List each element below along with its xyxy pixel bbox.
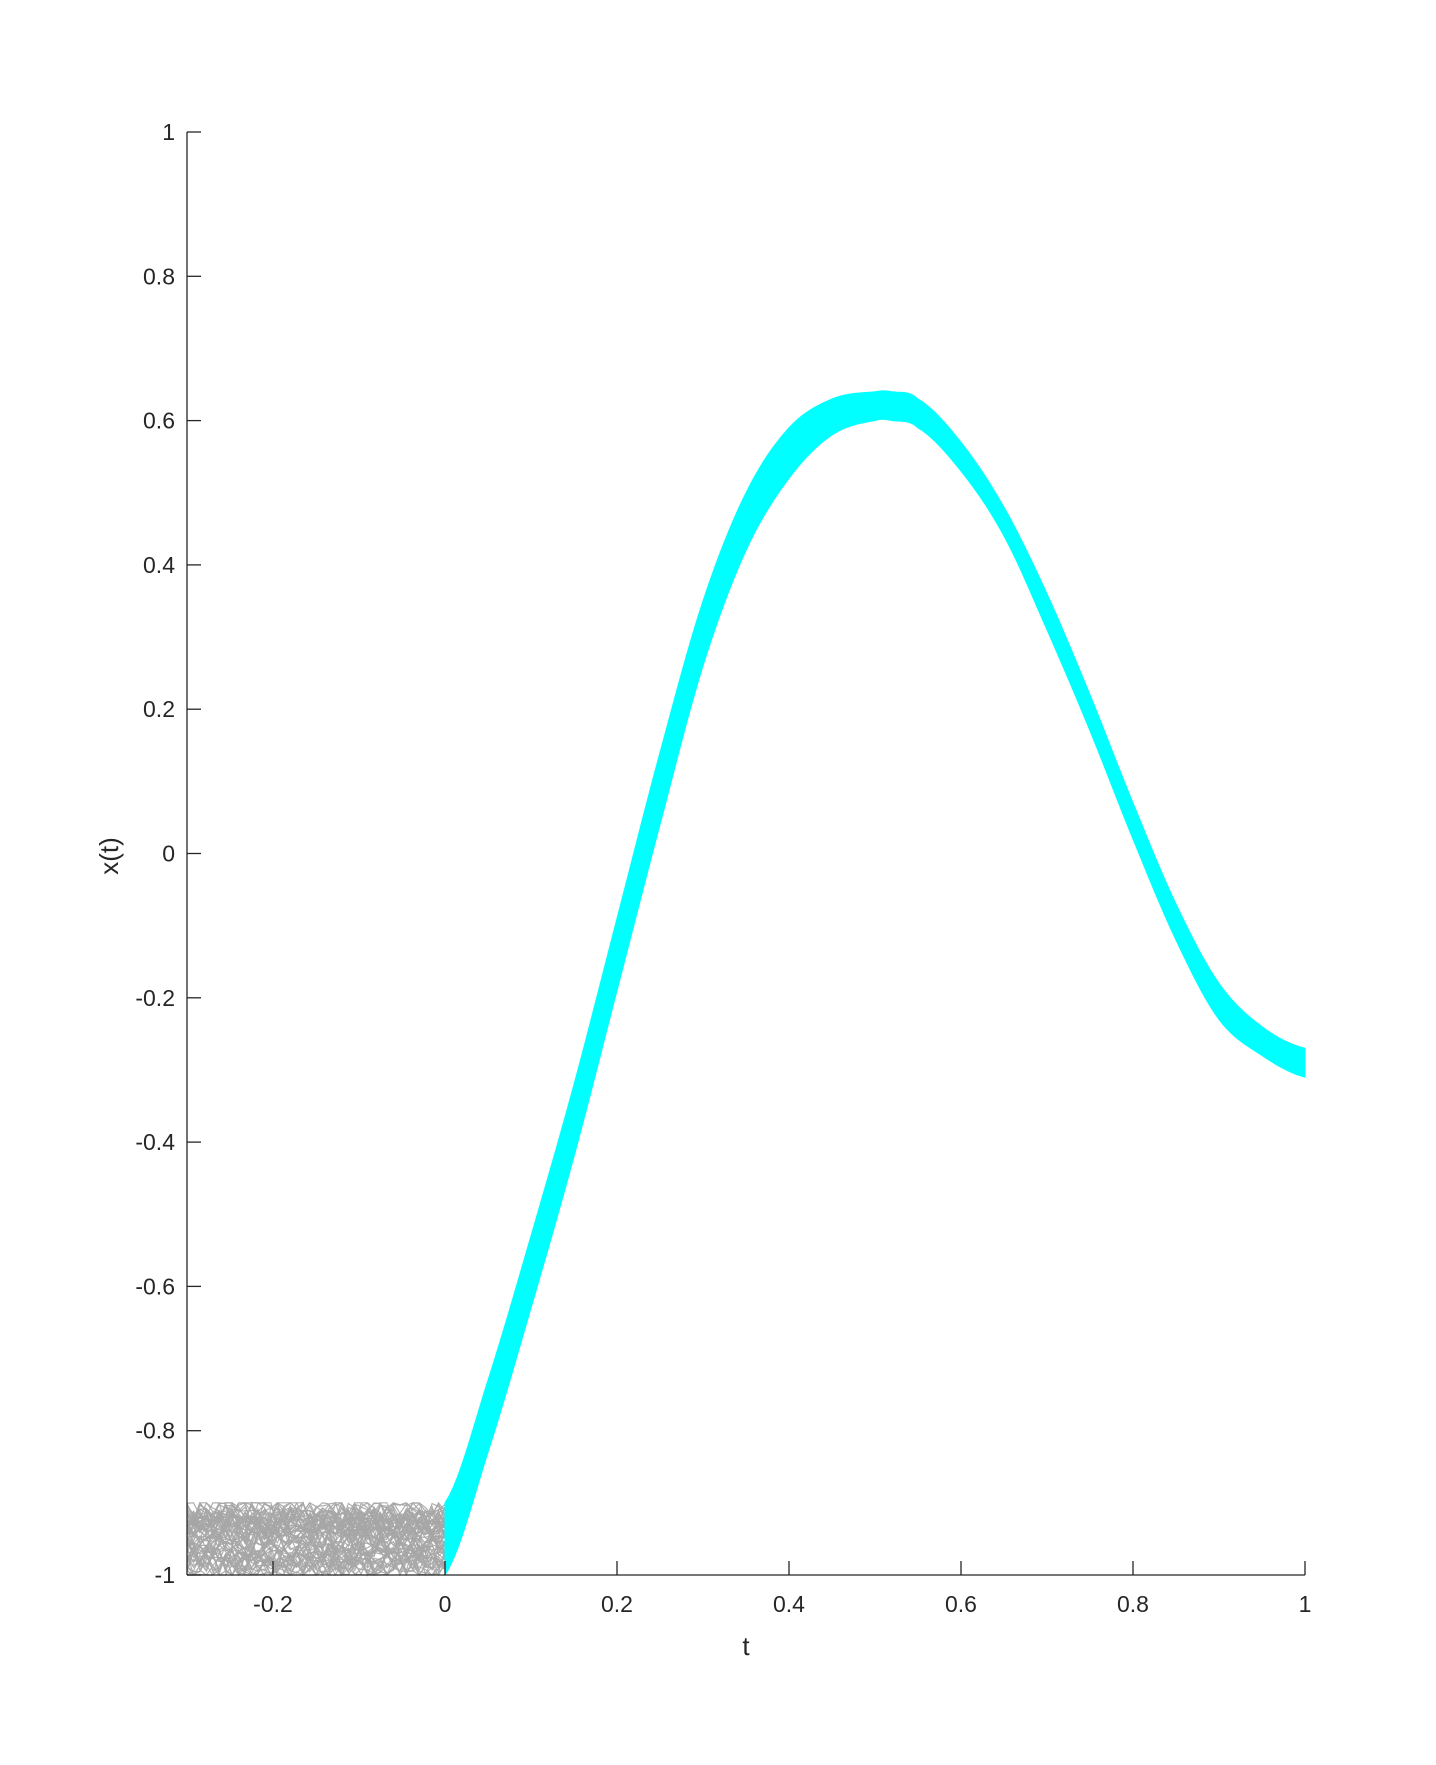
y-tick-label: -1 [155,1562,175,1588]
x-tick-label: 0.6 [945,1591,977,1617]
x-tick-label: 0.8 [1117,1591,1149,1617]
x-tick-label: 0.2 [601,1591,633,1617]
y-tick-label: -0.6 [135,1273,175,1299]
x-tick-label: 0 [439,1591,452,1617]
x-tick-label: -0.2 [253,1591,293,1617]
solution-band [444,390,1306,1577]
y-tick-label: 0.4 [143,552,175,578]
axes: -1 -0.8 -0.6 -0.4 -0.2 0 0.2 0.4 0.6 0.8 1 -0.2 0 0.2… [135,119,1311,1617]
history-trajectory [186,1501,446,1528]
x-tick-label: 0.4 [773,1591,805,1617]
x-tick-label: 1 [1299,1591,1312,1617]
history-trajectory [186,1513,446,1541]
y-tick-label: 1 [162,119,175,145]
history-trajectory [186,1525,446,1554]
y-tick-label: 0.2 [143,696,175,722]
y-tick-label: 0.6 [143,408,175,434]
y-tick-label: 0 [162,841,175,867]
y-tick-label: -0.2 [135,985,175,1011]
x-axis-label: t [742,1631,750,1661]
y-axis-label: x(t) [94,837,124,875]
history-trajectory [186,1522,446,1550]
history-trajectory [186,1501,446,1526]
plot-area [186,390,1306,1577]
history-trajectory [186,1523,446,1551]
y-tick-label: -0.8 [135,1418,175,1444]
y-tick-label: 0.8 [143,263,175,289]
history-trajectory [186,1515,446,1543]
y-tick-label: -0.4 [135,1129,175,1155]
history-trajectory [186,1546,446,1575]
history-trajectory [186,1530,446,1560]
